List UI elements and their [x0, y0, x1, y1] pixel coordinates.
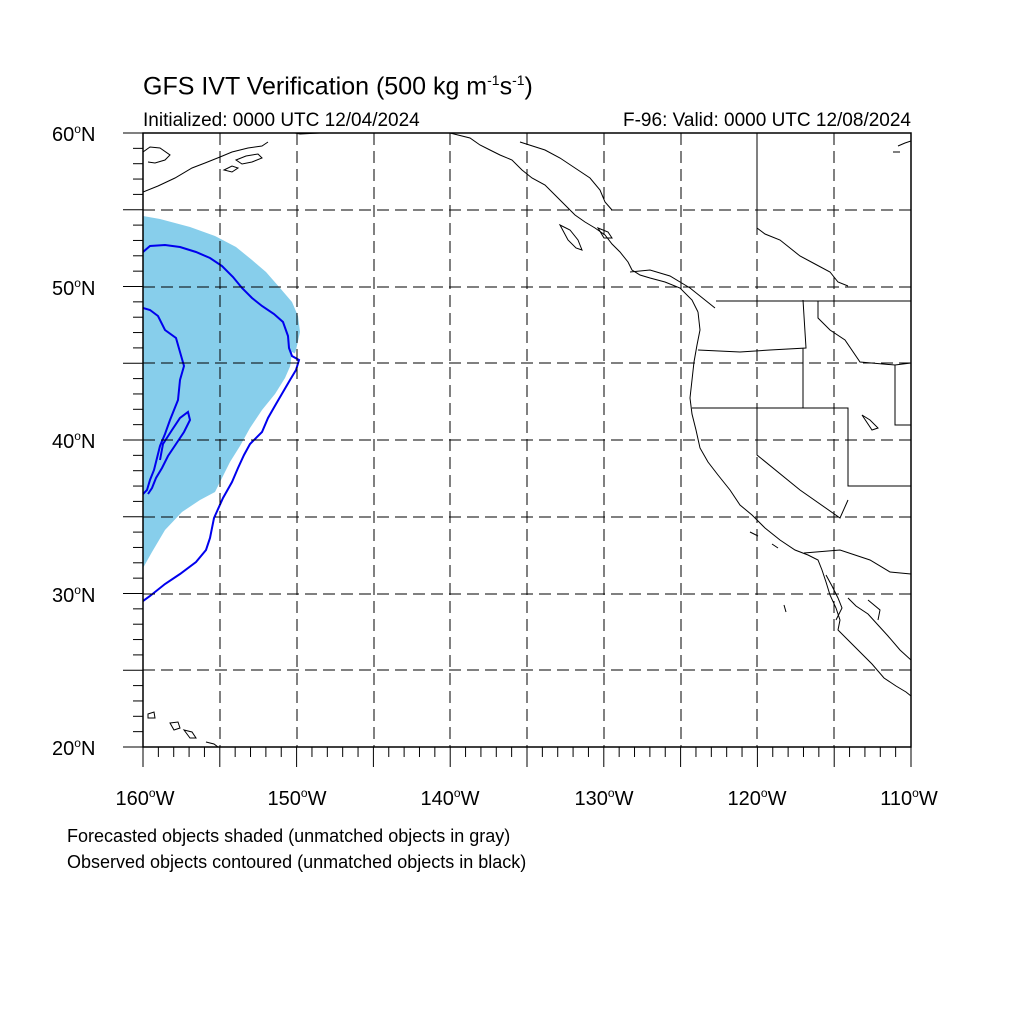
- axis-ticks: [123, 132, 912, 767]
- political-boundaries: [519, 133, 911, 575]
- lon-label-130w: 130oW: [574, 786, 634, 810]
- forecast-ivt-object: [143, 216, 300, 568]
- forecast-legend-note: Forecasted objects shaded (unmatched obj…: [67, 826, 511, 846]
- initialized-label: Initialized: 0000 UTC 12/04/2024: [143, 110, 420, 131]
- lon-label-160w: 160oW: [115, 786, 175, 810]
- lat-label-50n: 50oN: [52, 276, 96, 300]
- lon-label-120w: 120oW: [727, 786, 787, 810]
- lon-label-110w: 110oW: [880, 786, 938, 810]
- coastlines: [143, 133, 911, 747]
- plot-title: GFS IVT Verification (500 kg m-1s-1): [143, 72, 533, 101]
- lat-label-40n: 40oN: [52, 429, 96, 453]
- lat-label-30n: 30oN: [52, 583, 96, 607]
- lat-label-20n: 20oN: [52, 736, 96, 760]
- lon-label-140w: 140oW: [420, 786, 480, 810]
- lat-label-60n: 60oN: [52, 122, 96, 146]
- lat-lon-grid: [143, 133, 911, 747]
- observed-ivt-contour-inner: [143, 307, 192, 495]
- lon-label-150w: 150oW: [267, 786, 327, 810]
- observed-legend-note: Observed objects contoured (unmatched ob…: [67, 852, 527, 872]
- valid-time-label: F-96: Valid: 0000 UTC 12/08/2024: [623, 110, 911, 131]
